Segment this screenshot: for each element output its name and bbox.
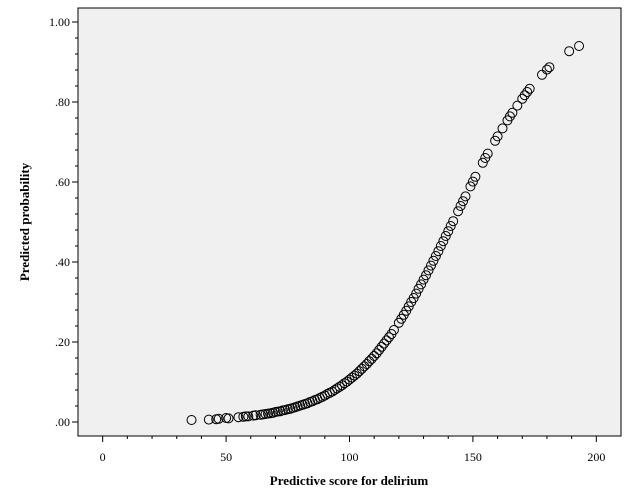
data-point	[324, 387, 335, 398]
data-point	[416, 279, 427, 290]
data-point	[440, 231, 451, 241]
data-point	[233, 412, 244, 423]
x-tick-label: 0	[100, 450, 106, 464]
data-point	[522, 87, 533, 97]
data-point	[223, 413, 234, 424]
data-points	[186, 41, 585, 425]
data-point	[504, 111, 515, 122]
data-point	[433, 246, 444, 257]
data-point	[243, 411, 254, 422]
data-point	[381, 335, 392, 346]
data-point	[492, 131, 503, 142]
data-point	[519, 90, 530, 101]
data-point	[541, 64, 552, 75]
data-point	[369, 351, 380, 361]
data-point	[366, 353, 377, 364]
data-point	[445, 221, 456, 231]
data-point	[327, 386, 338, 397]
y-tick-label: 1.00	[49, 15, 70, 29]
data-point	[374, 345, 385, 355]
data-point	[458, 196, 469, 207]
data-point	[240, 411, 251, 422]
axes: 0 50 100 150 200 .00 .20 .40 .60 .80 1.00	[49, 15, 605, 464]
data-point	[425, 260, 436, 271]
data-point	[497, 123, 508, 134]
data-point	[460, 191, 471, 202]
plot-area	[77, 7, 622, 437]
data-point	[564, 46, 575, 57]
y-tick-label: .40	[55, 255, 70, 269]
data-point	[517, 93, 528, 104]
data-point	[477, 157, 488, 168]
data-point	[470, 171, 481, 182]
data-point	[337, 380, 348, 391]
x-tick-label: 150	[464, 450, 482, 464]
data-point	[332, 383, 343, 394]
data-point	[329, 385, 340, 395]
data-point	[524, 83, 535, 94]
data-point	[203, 414, 214, 425]
data-point	[465, 181, 476, 192]
data-point	[428, 255, 439, 266]
data-point	[213, 413, 224, 424]
data-point	[455, 201, 466, 211]
data-point	[507, 107, 518, 118]
data-point	[383, 332, 394, 343]
x-axis-title: Predictive score for delirium	[270, 473, 429, 488]
x-tick-label: 200	[587, 450, 605, 464]
data-point	[423, 265, 434, 276]
data-point	[379, 338, 390, 349]
y-tick-label: .00	[55, 415, 70, 429]
data-point	[421, 270, 432, 281]
data-point	[443, 226, 454, 237]
data-point	[186, 415, 197, 425]
y-tick-label: .80	[55, 95, 70, 109]
data-point	[371, 348, 382, 359]
data-point	[388, 325, 399, 335]
x-tick-label: 100	[341, 450, 359, 464]
data-point	[512, 100, 523, 111]
data-point	[376, 341, 387, 352]
data-point	[482, 148, 493, 159]
data-point	[438, 236, 449, 247]
x-tick-label: 50	[220, 450, 232, 464]
data-point	[435, 241, 446, 251]
y-axis-title: Predicted probability	[17, 162, 32, 281]
data-point	[250, 410, 261, 421]
y-tick-label: .60	[55, 175, 70, 189]
data-point	[334, 381, 345, 392]
data-point	[574, 41, 585, 51]
data-point	[467, 176, 478, 187]
y-tick-label: .20	[55, 335, 70, 349]
data-point	[453, 206, 464, 217]
data-point	[339, 378, 350, 389]
data-point	[448, 216, 459, 227]
data-point	[544, 62, 555, 73]
data-point	[411, 288, 422, 299]
data-point	[430, 251, 441, 261]
